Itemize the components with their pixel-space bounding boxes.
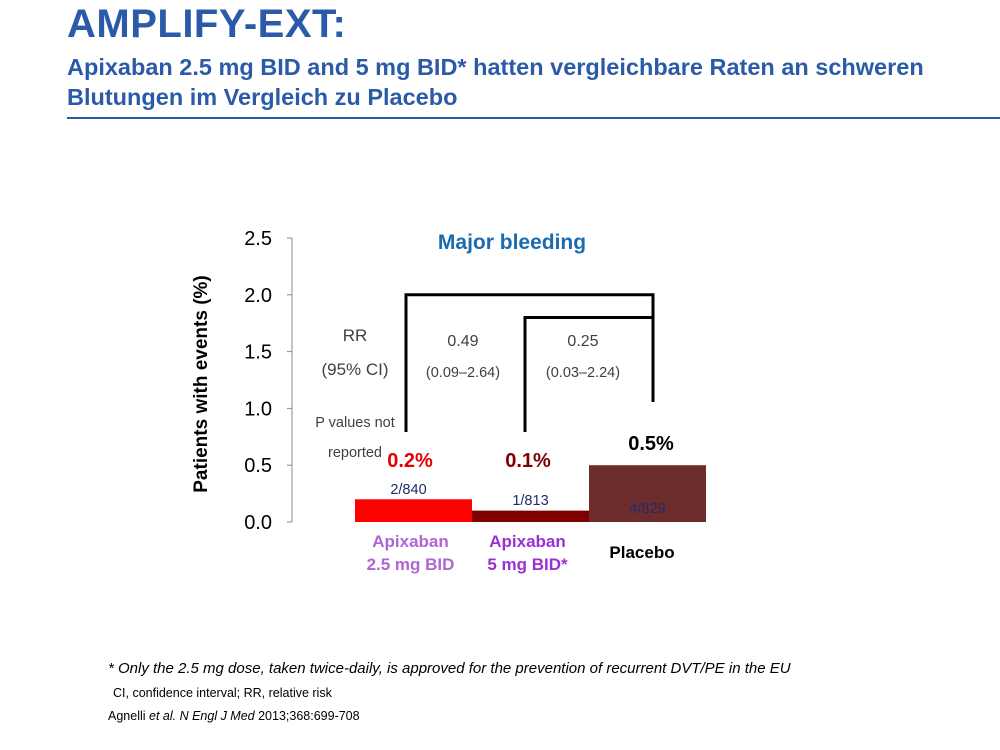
p-values-note: P values not xyxy=(315,415,395,431)
y-tick-label: 0.0 xyxy=(244,512,272,534)
value-label: 0.5% xyxy=(628,433,674,455)
category-label: 5 mg BID* xyxy=(487,555,568,574)
rr-value: 0.49 xyxy=(447,333,478,350)
event-count-label: 1/813 xyxy=(512,493,548,509)
abbreviations-note: CI, confidence interval; RR, relative ri… xyxy=(113,686,332,700)
event-count-label: 2/840 xyxy=(390,482,426,498)
citation: Agnelli et al. N Engl J Med 2013;368:699… xyxy=(108,709,360,723)
comparison-bracket xyxy=(523,316,655,432)
p-values-note: reported xyxy=(328,445,382,461)
category-label: 2.5 mg BID xyxy=(367,555,455,574)
ci-value: (0.03–2.24) xyxy=(546,365,620,381)
category-label: Apixaban xyxy=(489,532,566,551)
event-count-label: 4/829 xyxy=(629,501,665,517)
slide-title: AMPLIFY-EXT: xyxy=(67,2,347,46)
y-tick-label: 2.0 xyxy=(244,285,272,307)
bar xyxy=(472,510,589,522)
rr-value: 0.25 xyxy=(567,333,598,350)
bar xyxy=(589,465,706,522)
footnote: * Only the 2.5 mg dose, taken twice-dail… xyxy=(108,660,791,677)
value-label: 0.1% xyxy=(505,450,551,472)
value-label: 0.2% xyxy=(387,450,433,472)
citation-details: 2013;368:699-708 xyxy=(254,709,360,723)
category-label: Apixaban xyxy=(372,532,449,551)
major-bleeding-chart: 0.0 0.5 1.0 1.5 2.0 2.5 Patients with events (… xyxy=(191,228,706,574)
title-rule xyxy=(67,117,1000,119)
y-tick-label: 1.0 xyxy=(244,398,272,420)
slide-subtitle: Apixaban 2.5 mg BID and 5 mg BID* hatten… xyxy=(67,54,924,110)
citation-journal: N Engl J Med xyxy=(176,709,255,723)
comparison-bracket xyxy=(404,293,655,432)
citation-authors: Agnelli xyxy=(108,709,149,723)
citation-etal: et al. xyxy=(149,709,177,723)
rr-header: RR xyxy=(343,326,368,345)
y-axis-title: Patients with events (%) xyxy=(191,275,212,493)
y-tick-label: 2.5 xyxy=(244,228,272,250)
bar xyxy=(355,499,472,522)
ci-value: (0.09–2.64) xyxy=(426,365,500,381)
y-tick-label: 1.5 xyxy=(244,342,272,364)
ci-header: (95% CI) xyxy=(321,360,388,379)
chart-title: Major bleeding xyxy=(438,231,586,254)
category-label: Placebo xyxy=(609,543,674,562)
y-tick-label: 0.5 xyxy=(244,455,272,477)
